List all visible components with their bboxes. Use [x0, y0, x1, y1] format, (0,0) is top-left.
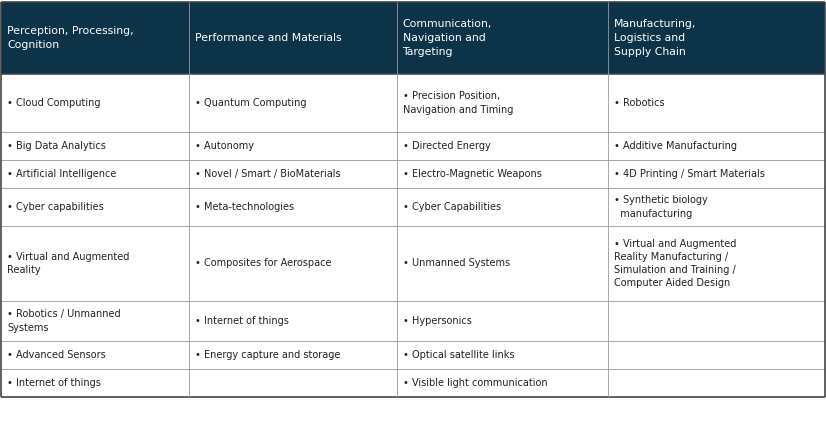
Text: • Advanced Sensors: • Advanced Sensors [7, 350, 106, 360]
Text: • Directed Energy: • Directed Energy [402, 141, 491, 151]
Bar [189, 369, 396, 397]
Bar [189, 301, 396, 341]
Bar [1, 2, 189, 74]
Text: • Energy capture and storage: • Energy capture and storage [195, 350, 340, 360]
Text: • Quantum Computing: • Quantum Computing [195, 98, 306, 108]
Bar [189, 2, 396, 74]
Bar [1, 301, 189, 341]
Bar [189, 188, 396, 226]
Bar [396, 226, 608, 301]
Bar [608, 2, 825, 74]
Text: • Optical satellite links: • Optical satellite links [402, 350, 514, 360]
Text: Communication,
Navigation and
Targeting: Communication, Navigation and Targeting [402, 19, 492, 57]
Bar [189, 226, 396, 301]
Text: • Composites for Aerospace: • Composites for Aerospace [195, 259, 331, 269]
Text: • Robotics / Unmanned
Systems: • Robotics / Unmanned Systems [7, 309, 121, 332]
Bar [396, 160, 608, 188]
Text: • Virtual and Augmented
Reality: • Virtual and Augmented Reality [7, 252, 130, 275]
Bar [396, 188, 608, 226]
Text: • Cloud Computing: • Cloud Computing [7, 98, 101, 108]
Bar [189, 160, 396, 188]
Text: • Autonomy: • Autonomy [195, 141, 254, 151]
Bar [608, 301, 825, 341]
Text: • Meta-technologies: • Meta-technologies [195, 202, 294, 212]
Bar [396, 369, 608, 397]
Bar [608, 369, 825, 397]
Text: • Internet of things: • Internet of things [195, 316, 289, 326]
Text: • Hypersonics: • Hypersonics [402, 316, 472, 326]
Text: • Unmanned Systems: • Unmanned Systems [402, 259, 510, 269]
Text: • Additive Manufacturing: • Additive Manufacturing [615, 141, 738, 151]
Bar [396, 132, 608, 160]
Bar [608, 74, 825, 132]
Bar [608, 341, 825, 369]
Text: • Cyber capabilities: • Cyber capabilities [7, 202, 104, 212]
Bar [1, 341, 189, 369]
Text: • Robotics: • Robotics [615, 98, 665, 108]
Text: • Visible light communication: • Visible light communication [402, 378, 547, 388]
Text: • Electro-Magnetic Weapons: • Electro-Magnetic Weapons [402, 169, 541, 179]
Bar [1, 132, 189, 160]
Bar [1, 188, 189, 226]
Text: Perception, Processing,
Cognition: Perception, Processing, Cognition [7, 26, 134, 50]
Bar [1, 226, 189, 301]
Bar [189, 341, 396, 369]
Bar [608, 132, 825, 160]
Text: • Internet of things: • Internet of things [7, 378, 101, 388]
Bar [189, 132, 396, 160]
Text: • Precision Position,
Navigation and Timing: • Precision Position, Navigation and Tim… [402, 91, 513, 115]
Bar [396, 74, 608, 132]
Bar [396, 301, 608, 341]
Text: • Synthetic biology
  manufacturing: • Synthetic biology manufacturing [615, 195, 708, 219]
Bar [608, 160, 825, 188]
Text: Manufacturing,
Logistics and
Supply Chain: Manufacturing, Logistics and Supply Chai… [615, 19, 696, 57]
Text: • Novel / Smart / BioMaterials: • Novel / Smart / BioMaterials [195, 169, 340, 179]
Text: • 4D Printing / Smart Materials: • 4D Printing / Smart Materials [615, 169, 765, 179]
Text: • Cyber Capabilities: • Cyber Capabilities [402, 202, 501, 212]
Bar [189, 74, 396, 132]
Text: • Virtual and Augmented
Reality Manufacturing /
Simulation and Training /
Comput: • Virtual and Augmented Reality Manufact… [615, 239, 737, 288]
Bar [608, 226, 825, 301]
Text: • Artificial Intelligence: • Artificial Intelligence [7, 169, 116, 179]
Bar [608, 188, 825, 226]
Bar [1, 74, 189, 132]
Text: Performance and Materials: Performance and Materials [195, 33, 341, 43]
Bar [396, 2, 608, 74]
Bar [1, 160, 189, 188]
Bar [396, 341, 608, 369]
Bar [1, 369, 189, 397]
Text: • Big Data Analytics: • Big Data Analytics [7, 141, 106, 151]
